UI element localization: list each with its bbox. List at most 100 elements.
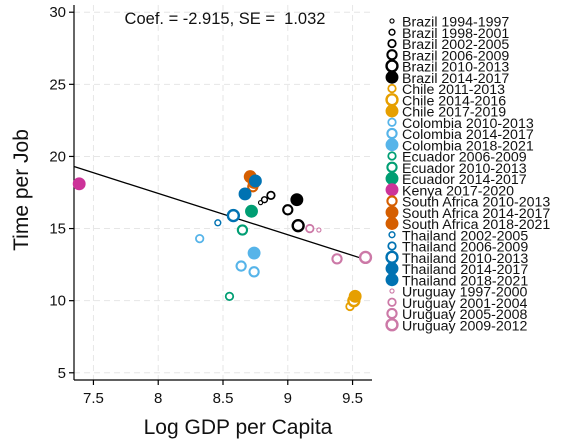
legend-marker [385,70,399,84]
legend-label: Uruguay 2005-2008 [402,307,528,323]
legend-marker [385,93,399,107]
y-tick-label: 20 [49,148,66,165]
x-tick-label: 9 [284,390,292,407]
legend-label: Uruguay 2001-2004 [402,296,528,312]
legend-label: Thailand 2014-2017 [402,262,528,278]
legend-label: Colombia 2010-2013 [402,116,534,132]
legend-marker [385,318,399,332]
legend-marker [385,138,399,152]
y-tick-label: 10 [49,293,66,310]
data-point [282,204,294,216]
data-point [238,187,252,201]
data-point [72,177,86,191]
legend-label: Brazil 1994-1997 [402,15,509,31]
legend-marker [387,241,397,251]
data-point [266,190,276,201]
data-point [348,289,362,303]
legend-label: Ecuador 2014-2017 [402,172,527,188]
data-point [331,253,343,265]
legend-marker [385,217,399,230]
legend-label: South Africa 2010-2013 [402,195,550,211]
y-tick-label: 30 [49,4,66,21]
data-point [226,208,241,223]
data-point [316,227,322,233]
legend-marker [385,262,399,275]
legend-label: Uruguay 2009-2012 [402,318,528,334]
legend-marker [385,250,399,264]
legend-label: Kenya 2017-2020 [402,183,514,199]
legend-label: Brazil 2002-2005 [402,37,509,53]
legend-marker [386,49,398,61]
legend-label: Brazil 1998-2001 [402,26,509,42]
legend-marker [387,38,397,49]
x-tick-label: 8 [154,390,162,407]
data-point [236,224,249,236]
legend-label: Colombia 2014-2017 [402,127,534,143]
x-axis-title: Log GDP per Capita [144,416,333,439]
legend-marker [386,127,398,140]
legend-marker [387,297,397,307]
axes: Time per Job Log GDP per Capita 5 10 15 20 2… [10,4,372,439]
grid-lines [74,5,372,380]
x-tick-label: 9.5 [342,390,363,407]
fit-line-layer [73,165,366,261]
data-point [291,219,305,233]
legend-label: Chile 2017-2019 [402,105,506,121]
data-point [214,219,222,227]
legend-marker [389,288,395,294]
legend-label: Thailand 2010-2013 [402,251,528,267]
data-point [290,193,304,207]
data-point [248,174,262,188]
legend-label: Chile 2014-2016 [402,93,506,109]
data-point [195,234,205,244]
legend-label: Brazil 2006-2009 [402,48,509,64]
y-axis-title: Time per Job [10,129,33,251]
legend-label: Chile 2011-2013 [402,82,505,98]
legend-label: Thailand 2018-2021 [402,273,528,289]
legend-marker [386,307,398,320]
legend-marker [386,161,398,173]
data-point [247,246,261,260]
legend-marker [385,172,399,185]
x-tick-label: 8.5 [213,390,234,407]
legend-label: Brazil 2014-2017 [402,71,509,87]
legend-label: South Africa 2018-2021 [402,217,550,233]
legend-marker [389,18,395,24]
legend-marker [387,151,397,161]
legend-marker [385,183,399,197]
legend-label: Colombia 2018-2021 [402,138,534,154]
legend-marker [385,273,399,287]
legend-marker [385,59,399,73]
data-point [260,196,269,204]
legend-marker [385,104,399,118]
legend-label: Brazil 2010-2013 [402,60,509,76]
legend-label: Ecuador 2010-2013 [402,161,527,177]
legend-label: South Africa 2014-2017 [402,206,550,222]
y-tick-label: 25 [49,76,66,93]
legend-marker [388,28,396,36]
legend-label: Thailand 2006-2009 [402,240,528,256]
data-point [248,266,260,278]
fit-line [73,165,366,261]
legend-marker [385,205,399,219]
legend-marker [386,195,398,207]
data-point [224,291,235,301]
y-tick-label: 15 [49,221,66,238]
x-tick-label: 7.5 [83,390,104,407]
legend-label: Ecuador 2006-2009 [402,150,527,166]
data-point [235,260,247,272]
legend-marker [388,231,396,239]
data-point [305,223,315,234]
coefficient-annotation: Coef. = -2.915, SE = 1.032 [125,10,326,28]
y-tick-label: 5 [58,365,66,382]
legend-label: Thailand 2002-2005 [402,228,528,244]
data-point [358,250,373,265]
legend-marker [387,83,397,94]
data-point [245,204,258,218]
data-points [72,170,373,312]
legend-label: Uruguay 1997-2000 [402,285,528,301]
legend-marker [387,117,397,127]
